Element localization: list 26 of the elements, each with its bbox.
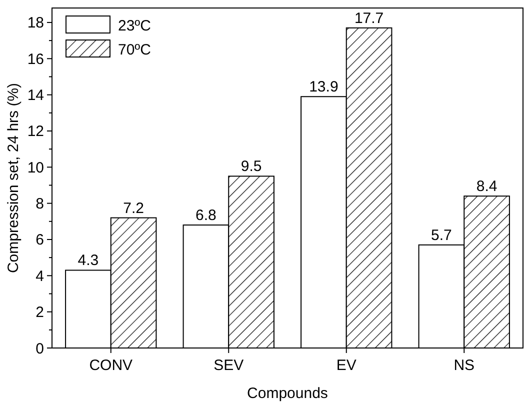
y-axis-title: Compression set, 24 hrs (%) xyxy=(5,82,22,274)
legend-label: 70ºC xyxy=(118,41,152,58)
y-tick-label: 12 xyxy=(27,123,44,140)
data-label: 6.8 xyxy=(196,207,216,224)
y-tick-label: 4 xyxy=(36,268,44,285)
x-tick-label: CONV xyxy=(89,357,133,374)
y-tick-label: 6 xyxy=(36,232,44,249)
y-tick-label: 14 xyxy=(27,87,44,104)
y-tick-label: 16 xyxy=(27,50,44,68)
x-tick-label: EV xyxy=(336,357,356,374)
legend-label: 23ºC xyxy=(118,17,152,34)
data-label: 17.7 xyxy=(354,10,384,27)
x-tick-label: SEV xyxy=(214,357,244,374)
y-tick-label: 2 xyxy=(36,304,44,322)
data-label: 13.9 xyxy=(309,78,338,96)
data-label: 8.4 xyxy=(476,178,498,196)
data-label: 5.7 xyxy=(431,226,452,244)
x-axis-title: Compounds xyxy=(247,385,328,402)
data-label: 4.3 xyxy=(78,252,99,270)
y-tick-label: 18 xyxy=(27,14,44,32)
y-tick-label: 8 xyxy=(36,196,44,213)
data-label: 7.2 xyxy=(123,200,144,217)
y-tick-label: 0 xyxy=(36,340,44,358)
x-tick-label: NS xyxy=(454,357,475,374)
y-tick-label: 10 xyxy=(27,159,44,176)
data-label: 9.5 xyxy=(240,158,262,176)
